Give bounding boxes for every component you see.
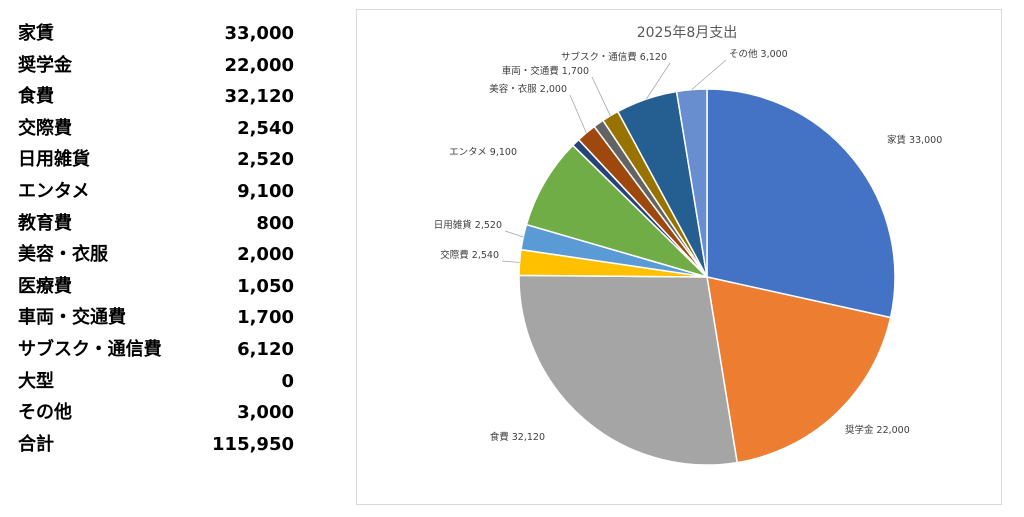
leader-line [646,62,671,100]
row-label: 車両・交通費 [18,307,126,329]
row-label: 交際費 [18,117,72,139]
table-row: サブスク・通信費 6,120 [18,334,298,366]
slice-data-label: サブスク・通信費 6,120 [561,51,667,63]
table-row: 家賃 33,000 [18,18,298,50]
table-row: 車両・交通費 1,700 [18,302,298,334]
row-value: 1,050 [237,275,294,297]
row-label: 医療費 [18,275,72,297]
row-value: 6,120 [237,338,294,360]
leader-line [501,260,520,263]
row-value: 0 [281,370,294,392]
slice-data-label: 交際費 2,540 [440,249,499,261]
slice-data-label: 食費 32,120 [490,431,545,443]
table-row: 奨学金 22,000 [18,50,298,82]
leader-line [504,230,524,238]
table-row: 大型 0 [18,366,298,398]
table-row: 医療費 1,050 [18,271,298,303]
row-value: 33,000 [224,23,294,44]
leader-line [569,94,587,134]
chart-title: 2025年8月支出 [637,25,738,41]
leader-line [591,76,611,116]
row-label: 大型 [18,370,54,392]
slice-data-label: 奨学金 22,000 [845,424,910,436]
row-value: 22,000 [224,54,294,76]
table-row: エンタメ 9,100 [18,176,298,208]
row-value: 115,950 [212,433,294,455]
pie-chart: 2025年8月支出 家賃 33,000 奨学金 22,000 食費 32,120 交際… [434,25,942,466]
row-value: 1,700 [237,307,294,329]
slice-data-label: エンタメ 9,100 [449,147,517,158]
row-label: 教育費 [18,212,72,234]
pie-chart-frame[interactable]: 2025年8月支出 家賃 33,000 奨学金 22,000 食費 32,120 交際… [356,9,1002,505]
row-value: 3,000 [237,402,294,424]
slice-data-label: その他 3,000 [729,48,788,60]
pie-slice[interactable] [706,276,892,464]
slice-data-label: 日用雑貨 2,520 [434,219,502,231]
row-label: サブスク・通信費 [18,338,162,360]
table-row: 美容・衣服 2,000 [18,239,298,271]
table-row: 食費 32,120 [18,81,298,113]
row-label: 奨学金 [18,54,72,76]
table-row: 交際費 2,540 [18,113,298,145]
row-value: 2,000 [237,244,294,266]
pie-slice[interactable] [525,144,708,278]
table-row: 教育費 800 [18,208,298,240]
row-label: 日用雑貨 [18,149,90,171]
pie-slice[interactable] [706,88,896,319]
total-row: 合計 115,950 [18,429,298,461]
row-label: その他 [18,402,72,424]
slice-data-label: 家賃 33,000 [887,134,942,146]
row-label: エンタメ [18,180,90,202]
row-value: 9,100 [237,180,294,202]
row-value: 2,520 [237,149,294,171]
row-value: 32,120 [224,86,294,108]
table-row: その他 3,000 [18,397,298,429]
pie-slice[interactable] [518,274,739,466]
row-value: 800 [256,212,294,234]
row-value: 2,540 [237,117,294,139]
row-label: 合計 [18,433,54,455]
row-label: 食費 [18,86,54,108]
row-label: 美容・衣服 [18,244,108,266]
row-label: 家賃 [18,23,54,44]
slice-data-label: 美容・衣服 2,000 [489,83,567,95]
slice-data-label: 車両・交通費 1,700 [502,65,589,77]
table-row: 日用雑貨 2,520 [18,144,298,176]
leader-line [691,59,727,90]
expense-table: 家賃 33,000 奨学金 22,000 食費 32,120 交際費 2,540 日用雑貨 2,5… [18,18,298,460]
